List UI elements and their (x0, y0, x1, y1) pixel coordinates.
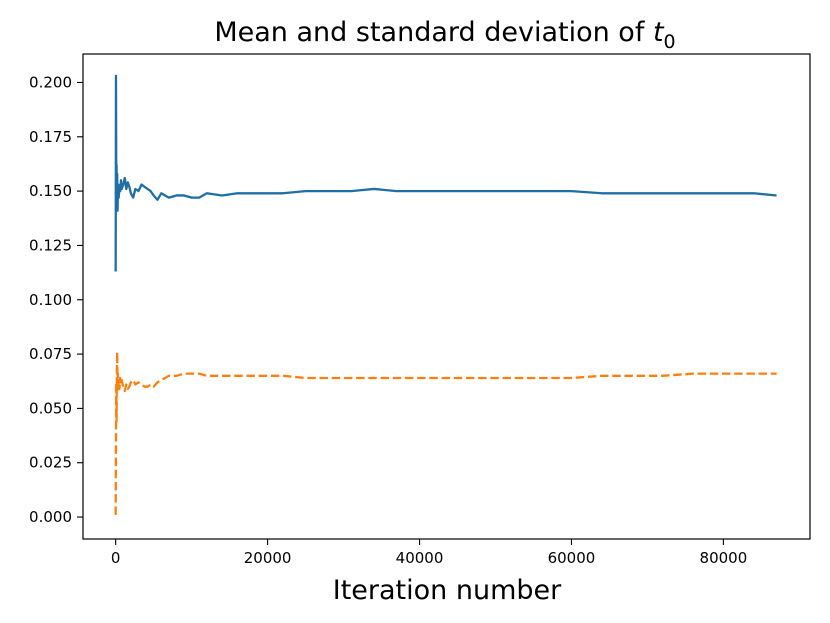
ticks-layer: 0 20000 40000 60000 80000 0.000 0.025 0.050 0.07… (29, 73, 747, 567)
mean-series-line (114, 74, 777, 272)
y-tick-label: 0.100 (29, 291, 72, 309)
x-axis-label: Iteration number (333, 575, 562, 606)
std-dev-series-line (114, 350, 777, 515)
plot-frame (82, 53, 811, 540)
y-tick-label: 0.075 (29, 345, 72, 363)
y-tick-label: 0.025 (29, 454, 72, 472)
series-layer (114, 74, 777, 515)
x-tick-label: 0 (111, 549, 121, 567)
y-tick-label: 0.050 (29, 399, 72, 417)
chart-title-subscript: 0 (664, 31, 676, 53)
y-tick-label: 0.175 (29, 128, 72, 146)
y-tick-label: 0.000 (29, 508, 72, 526)
x-tick-label: 40000 (396, 549, 444, 567)
chart-title-symbol: t (653, 17, 665, 48)
chart-title: Mean and standard deviation of t0 (214, 17, 675, 53)
x-tick-label: 20000 (244, 549, 292, 567)
x-tick-label: 60000 (548, 549, 596, 567)
y-tick-label: 0.200 (29, 73, 72, 91)
y-tick-label: 0.125 (29, 236, 72, 254)
x-tick-label: 80000 (700, 549, 748, 567)
y-tick-label: 0.150 (29, 182, 72, 200)
